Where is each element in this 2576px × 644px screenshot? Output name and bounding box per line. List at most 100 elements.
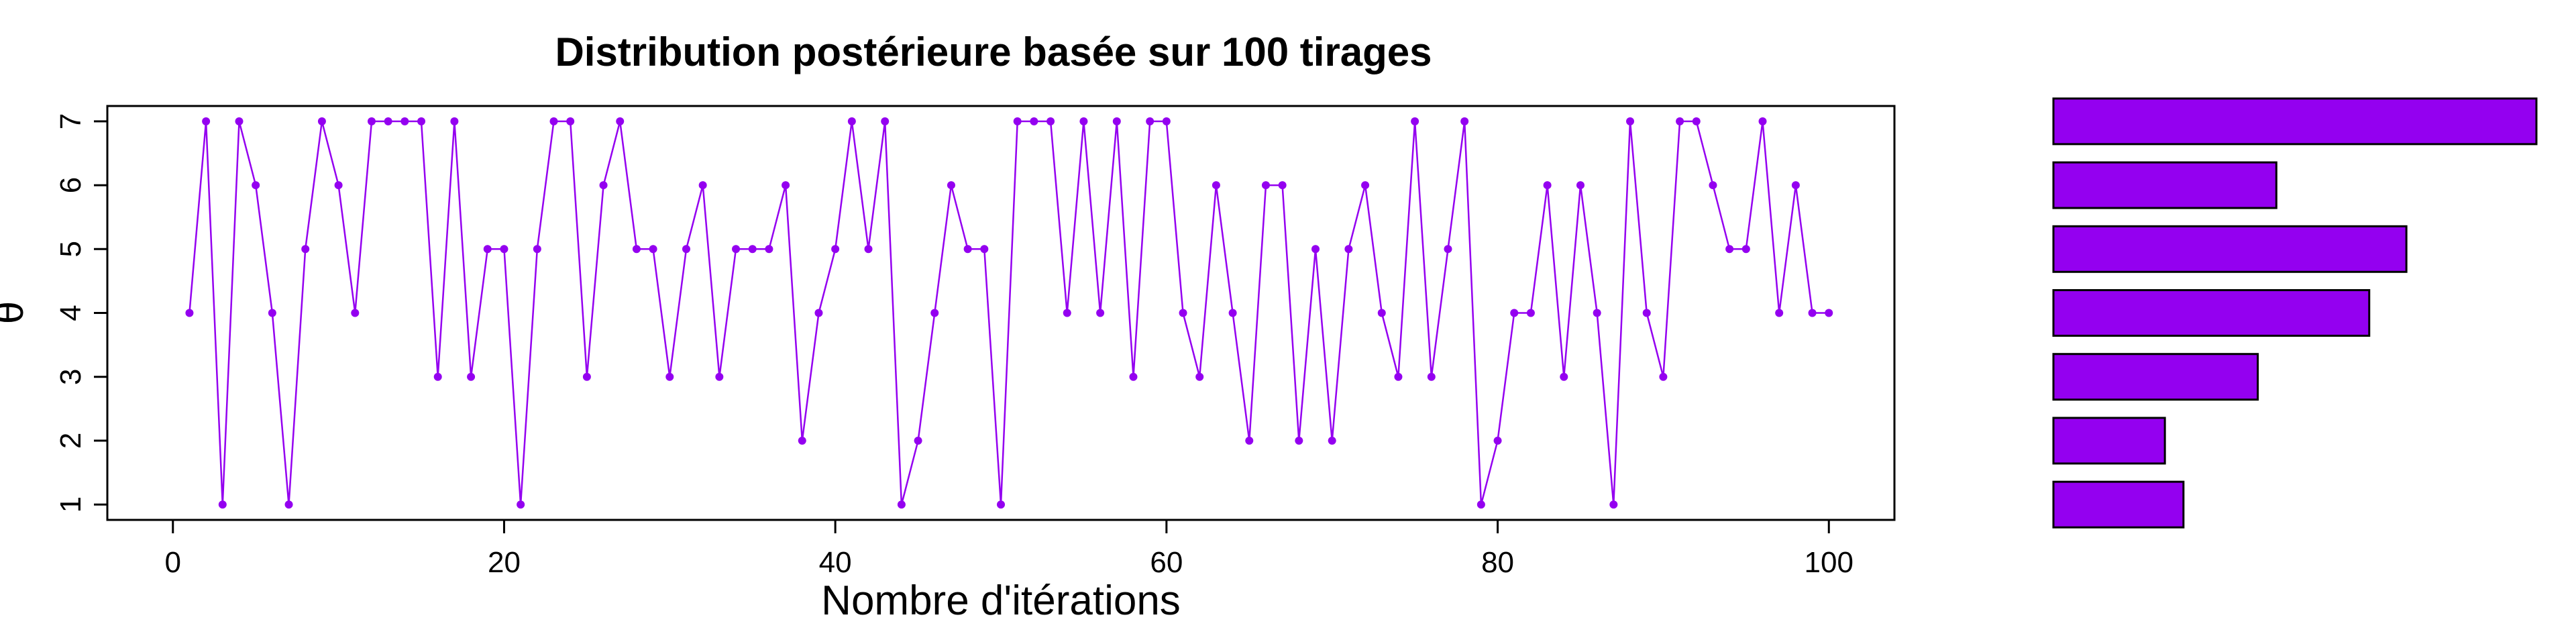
data-point (831, 245, 840, 254)
data-point (433, 372, 442, 381)
data-point (1444, 245, 1452, 254)
data-point (483, 245, 492, 254)
data-point (1758, 117, 1767, 125)
data-point (1676, 117, 1684, 125)
x-tick-label: 0 (165, 546, 181, 579)
data-point (980, 245, 989, 254)
data-point (963, 245, 972, 254)
data-point (1493, 436, 1502, 445)
x-tick-label: 80 (1481, 546, 1514, 579)
data-point (533, 245, 541, 254)
x-tick-label: 60 (1150, 546, 1183, 579)
data-point (798, 436, 806, 445)
data-point (218, 500, 227, 509)
histogram-bar (2052, 480, 2185, 529)
x-tick-label: 100 (1805, 546, 1854, 579)
data-point (1377, 309, 1386, 317)
data-point (1692, 117, 1701, 125)
data-point (914, 436, 922, 445)
data-point (864, 245, 873, 254)
x-tick-label: 40 (819, 546, 852, 579)
histogram-bar (2052, 97, 2538, 146)
trace-plot: 0 20 40 60 80 100 1 2 3 4 5 6 7 Nombre d'itérations… (0, 105, 1896, 624)
data-point (284, 500, 293, 509)
data-point (1609, 500, 1618, 509)
data-point (616, 117, 625, 125)
data-point (1725, 245, 1734, 254)
data-point (1063, 309, 1071, 317)
data-point (500, 245, 508, 254)
data-point (1344, 245, 1353, 254)
data-point (1709, 181, 1717, 190)
y-tick-label: 3 (54, 368, 87, 384)
posterior-histogram (2052, 97, 2538, 529)
data-point (301, 245, 310, 254)
data-point (814, 309, 823, 317)
data-point (1245, 436, 1254, 445)
data-point (1642, 309, 1651, 317)
series-line (189, 120, 1829, 505)
data-point (467, 372, 476, 381)
data-point (1278, 181, 1287, 190)
data-point (1228, 309, 1237, 317)
data-point (1808, 309, 1817, 317)
data-point (1030, 117, 1038, 125)
data-point (185, 309, 194, 317)
data-point (235, 117, 244, 125)
chart-title: Distribution postérieure basée sur 100 t… (555, 30, 1432, 74)
y-tick-label: 4 (54, 305, 87, 321)
data-point (1560, 372, 1568, 381)
data-point (1741, 245, 1750, 254)
y-tick-label: 1 (54, 496, 87, 513)
y-axis: 1 2 3 4 5 6 7 (54, 113, 109, 513)
data-point (632, 245, 641, 254)
data-point (367, 117, 376, 125)
data-point (1295, 436, 1303, 445)
data-point (334, 181, 343, 190)
histogram-bar (2052, 353, 2259, 401)
data-point (881, 117, 890, 125)
data-point (1146, 117, 1155, 125)
data-point (1626, 117, 1635, 125)
x-tick-label: 20 (488, 546, 521, 579)
data-point (1775, 309, 1784, 317)
data-point (1096, 309, 1105, 317)
data-point (202, 117, 211, 125)
data-point (1543, 181, 1552, 190)
data-point (317, 117, 326, 125)
data-point (1328, 436, 1336, 445)
data-point (1129, 372, 1138, 381)
data-point (1179, 309, 1187, 317)
data-point (1791, 181, 1800, 190)
data-point (1477, 500, 1485, 509)
x-axis-label: Nombre d'itérations (821, 578, 1181, 624)
data-point (748, 245, 757, 254)
data-point (1593, 309, 1601, 317)
data-point (782, 181, 790, 190)
data-point (997, 500, 1005, 509)
data-point (1162, 117, 1171, 125)
data-point (732, 245, 741, 254)
data-point (698, 181, 707, 190)
data-point (252, 181, 260, 190)
data-point (1046, 117, 1055, 125)
y-tick-label: 2 (54, 433, 87, 449)
data-point (417, 117, 426, 125)
data-point (400, 117, 409, 125)
data-point (1394, 372, 1403, 381)
data-point (665, 372, 674, 381)
x-axis: 0 20 40 60 80 100 (165, 519, 1854, 579)
data-point (599, 181, 608, 190)
data-point (1825, 309, 1833, 317)
y-axis-label: θ (0, 301, 32, 324)
data-point (1261, 181, 1270, 190)
data-point (1411, 117, 1419, 125)
plot-frame (106, 105, 1896, 521)
data-point (947, 181, 955, 190)
data-point (897, 500, 906, 509)
data-point (450, 117, 459, 125)
data-point (847, 117, 856, 125)
data-point (582, 372, 591, 381)
data-point (1361, 181, 1370, 190)
